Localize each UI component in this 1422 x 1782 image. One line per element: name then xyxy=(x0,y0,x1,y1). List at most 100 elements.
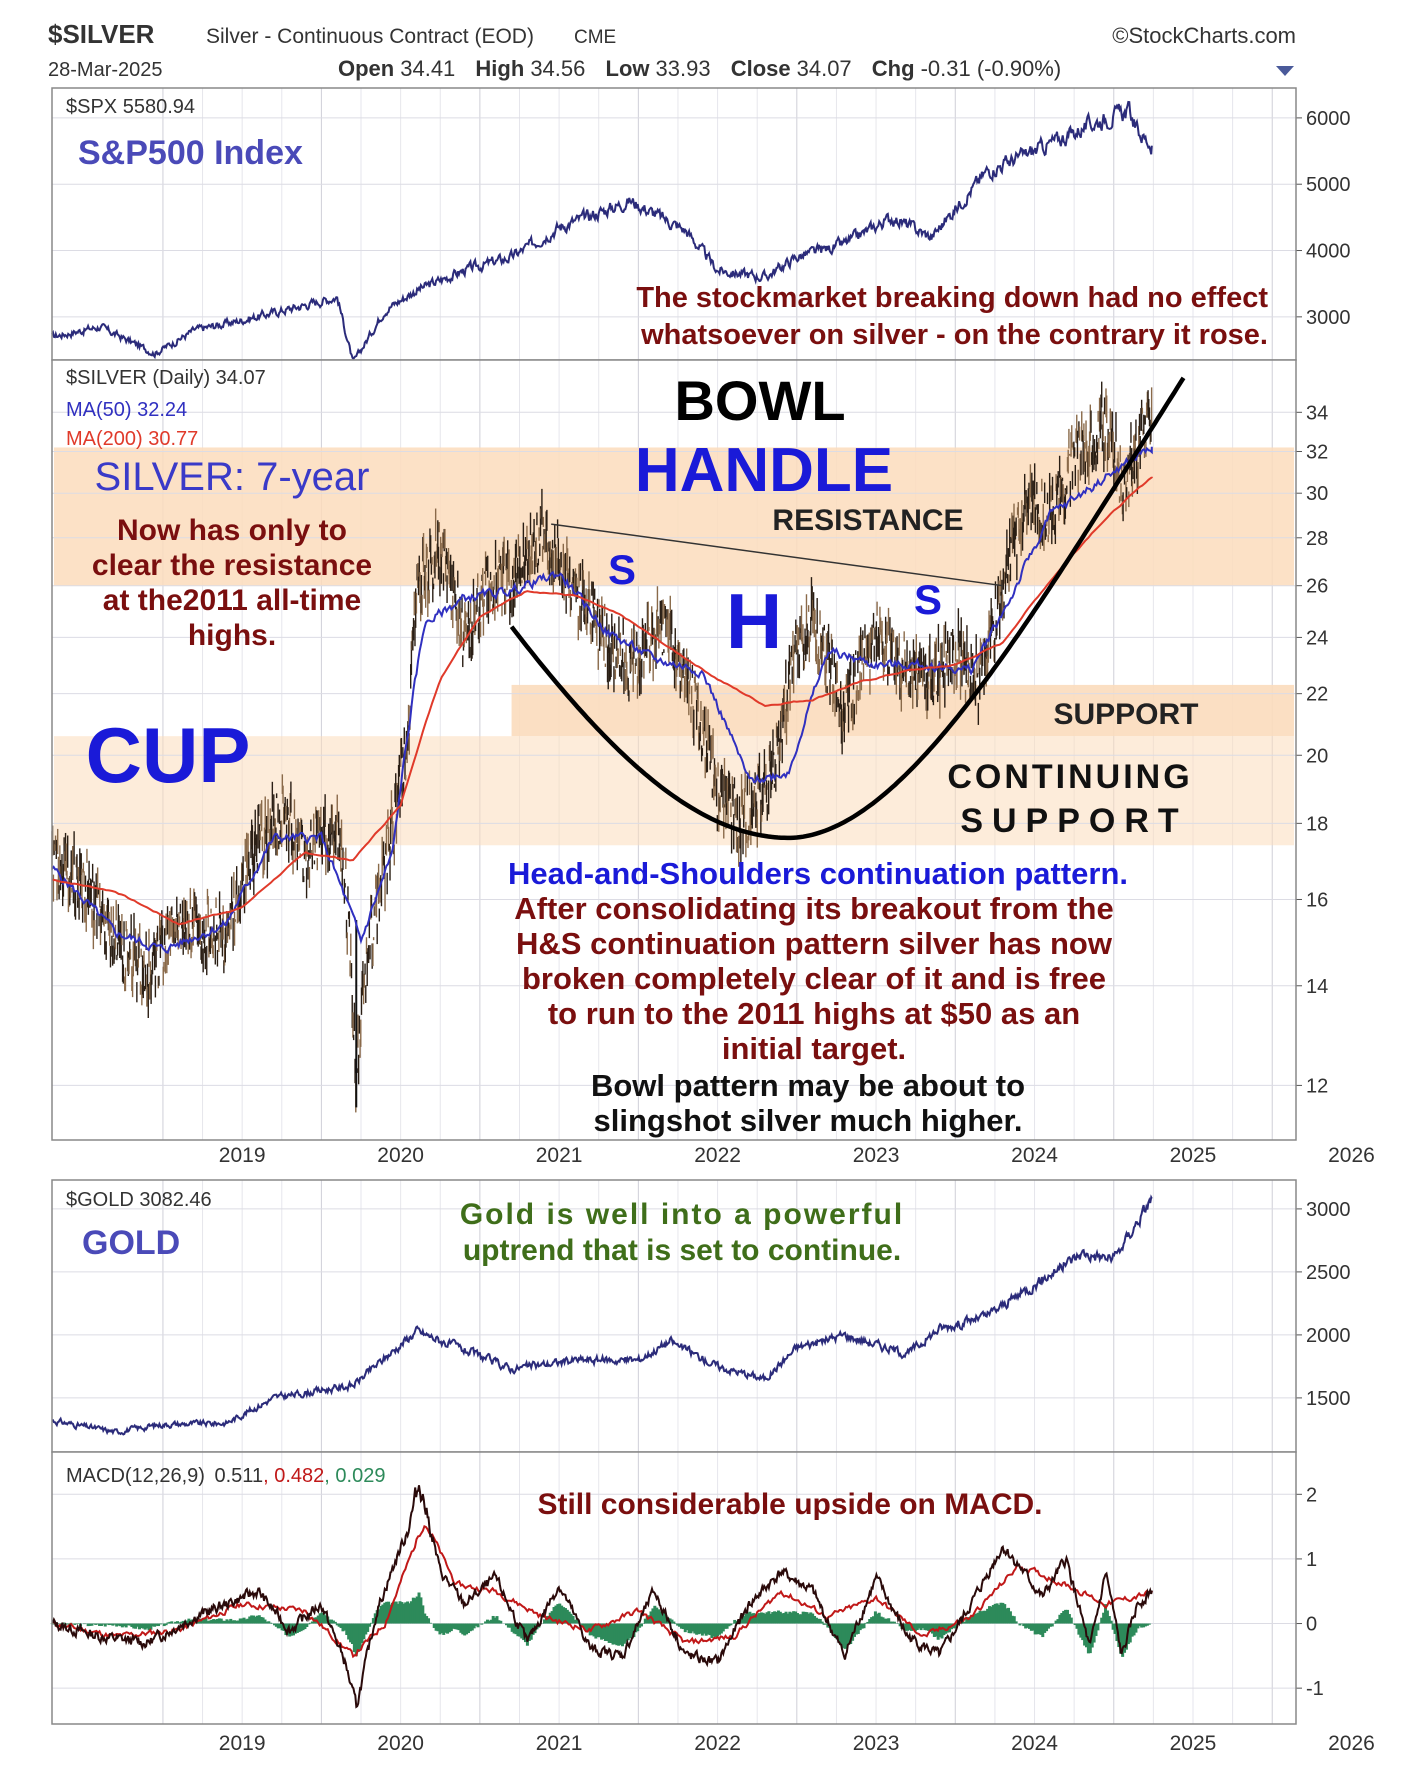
ma50-legend: MA(50) 32.24 xyxy=(66,399,187,421)
close-value: 34.07 xyxy=(797,56,852,81)
y-tick-label: 2000 xyxy=(1306,1325,1351,1347)
macd-annotations: MACD(12,26,9) 0.511, 0.482, 0.029 Still … xyxy=(66,1465,1043,1521)
macd-legend-signal: 0.482 xyxy=(274,1465,324,1487)
x-tick-label: 2026 xyxy=(1328,1144,1375,1167)
y-tick-label: 24 xyxy=(1306,627,1328,649)
x-tick-label: 2021 xyxy=(536,1732,583,1755)
y-tick-label: 4000 xyxy=(1306,241,1351,263)
y-tick-label: 20 xyxy=(1306,745,1328,767)
macd-legend: MACD(12,26,9) 0.511, 0.482, 0.029 xyxy=(66,1465,385,1487)
ma200-line xyxy=(51,476,1153,926)
header-name: Silver - Continuous Contract (EOD) xyxy=(206,25,534,48)
y-tick-label: 5000 xyxy=(1306,174,1351,196)
x-tick-label: 2019 xyxy=(219,1732,266,1755)
silver-note-line-2: clear the resistance xyxy=(92,549,372,582)
y-tick-label: 32 xyxy=(1306,441,1328,463)
bowl-curve xyxy=(509,376,1186,841)
silver-note-line-3: at the2011 all-time xyxy=(103,584,361,617)
spx-legend: $SPX 5580.94 xyxy=(66,96,195,118)
hs-note-line-1: After consolidating its breakout from th… xyxy=(514,891,1113,926)
low-label: Low xyxy=(606,56,651,81)
gold-line xyxy=(51,1194,1153,1436)
ma200-legend: MA(200) 30.77 xyxy=(66,428,198,450)
chart-header: $SILVER Silver - Continuous Contract (EO… xyxy=(48,19,1296,81)
y-tick-label: 6000 xyxy=(1306,108,1351,130)
continuing-support-band xyxy=(54,736,1294,846)
x-tick-label: 2024 xyxy=(1011,1144,1058,1167)
low-value: 33.93 xyxy=(656,56,711,81)
y-tick-label: 26 xyxy=(1306,576,1328,598)
header-symbol: $SILVER xyxy=(48,19,155,49)
x-tick-label: 2023 xyxy=(853,1732,900,1755)
hs-note-line-4: to run to the 2011 highs at $50 as an xyxy=(548,996,1080,1031)
panel-silver-border xyxy=(51,359,1297,1141)
continuing-label-line-1: CONTINUING xyxy=(947,758,1192,796)
cup-label: CUP xyxy=(86,711,251,799)
y-tick-label: 16 xyxy=(1306,889,1328,911)
y-tick-label: -1 xyxy=(1306,1678,1324,1700)
x-tick-label: 2020 xyxy=(377,1732,424,1755)
hs-note-line-5: initial target. xyxy=(722,1031,906,1066)
gold-annotations: $GOLD 3082.46 GOLD Gold is well into a p… xyxy=(66,1189,902,1267)
panel-macd-border xyxy=(51,1451,1297,1725)
header-quote: Open 34.41 High 34.56 Low 33.93 Close 34.07 … xyxy=(338,56,1061,81)
spx-label: S&P500 Index xyxy=(78,134,303,172)
header-exchange: CME xyxy=(574,27,616,48)
gold-label: GOLD xyxy=(82,1224,180,1262)
macd-legend-label: MACD(12,26,9) xyxy=(66,1465,205,1487)
silver-annotations: $SILVER (Daily) 34.07 MA(50) 32.24 MA(20… xyxy=(66,367,1199,1138)
y-tick-label: 28 xyxy=(1306,528,1328,550)
y-tick-label: 0 xyxy=(1306,1614,1317,1636)
macd-legend-value: 0.511 xyxy=(215,1465,264,1487)
macd-legend-signal-sep: , xyxy=(263,1465,274,1487)
y-tick-label: 14 xyxy=(1306,976,1328,998)
x-tick-label: 2025 xyxy=(1170,1732,1217,1755)
silver-legend: $SILVER (Daily) 34.07 xyxy=(66,367,266,389)
panel-macd: -1 0 1 2 2019 2020 2021 2022 2023 2024 2025 2026 xyxy=(50,1451,1375,1755)
ma50-line xyxy=(51,446,1153,955)
silver-price-bars xyxy=(51,381,1153,1113)
y-tick-label: 2500 xyxy=(1306,1262,1351,1284)
right-shoulder-label: S xyxy=(914,576,942,623)
spx-annotations: $SPX 5580.94 S&P500 Index The stockmarke… xyxy=(66,96,1268,351)
spx-annotation-line-2: whatsoever on silver - on the contrary i… xyxy=(640,319,1268,351)
panel-gold: 1500 2000 2500 3000 xyxy=(51,1179,1351,1453)
y-tick-label: 1500 xyxy=(1306,1388,1351,1410)
x-tick-label: 2022 xyxy=(694,1732,741,1755)
chg-value: -0.31 (-0.90%) xyxy=(921,56,1062,81)
spx-line xyxy=(51,100,1153,361)
macd-histogram xyxy=(50,1592,1153,1657)
y-tick-label: 34 xyxy=(1306,402,1328,424)
header-brand: ©StockCharts.com xyxy=(1112,23,1296,48)
x-tick-label: 2021 xyxy=(536,1144,583,1167)
panels: 3000 4000 5000 6000 12 14 16 18 2022 24 26 28 30 32 34… xyxy=(50,87,1375,1755)
continuing-label-line-2: SUPPORT xyxy=(960,802,1187,840)
high-label: High xyxy=(475,56,524,81)
x-tick-label: 2026 xyxy=(1328,1732,1375,1755)
x-tick-label: 2025 xyxy=(1170,1144,1217,1167)
x-tick-label: 2020 xyxy=(377,1144,424,1167)
left-shoulder-label: S xyxy=(608,546,636,593)
gold-legend: $GOLD 3082.46 xyxy=(66,1189,212,1211)
y-tick-label: 3000 xyxy=(1306,1199,1351,1221)
open-label: Open xyxy=(338,56,394,81)
y-tick-label: 1 xyxy=(1306,1549,1317,1571)
x-tick-label: 2023 xyxy=(853,1144,900,1167)
y-tick-label: 12 xyxy=(1306,1075,1328,1097)
neckline xyxy=(551,523,1003,587)
silver-note-line-4: highs. xyxy=(188,619,276,652)
bowl-note-line-1: Bowl pattern may be about to xyxy=(591,1068,1025,1103)
x-tick-label: 2019 xyxy=(219,1144,266,1167)
triangle-down-icon[interactable] xyxy=(1276,66,1294,76)
macd-legend-hist: 0.029 xyxy=(335,1465,385,1487)
y-tick-label: 30 xyxy=(1306,483,1328,505)
silver-title: SILVER: 7-year xyxy=(95,455,370,499)
hs-note-line-3: broken completely clear of it and is fre… xyxy=(522,961,1106,996)
y-tick-label: 18 xyxy=(1306,813,1328,835)
hs-title: Head-and-Shoulders continuation pattern. xyxy=(508,856,1128,891)
macd-annotation: Still considerable upside on MACD. xyxy=(537,1488,1042,1521)
header-date: 28-Mar-2025 xyxy=(48,59,163,81)
macd-legend-hist-sep: , xyxy=(324,1465,335,1487)
